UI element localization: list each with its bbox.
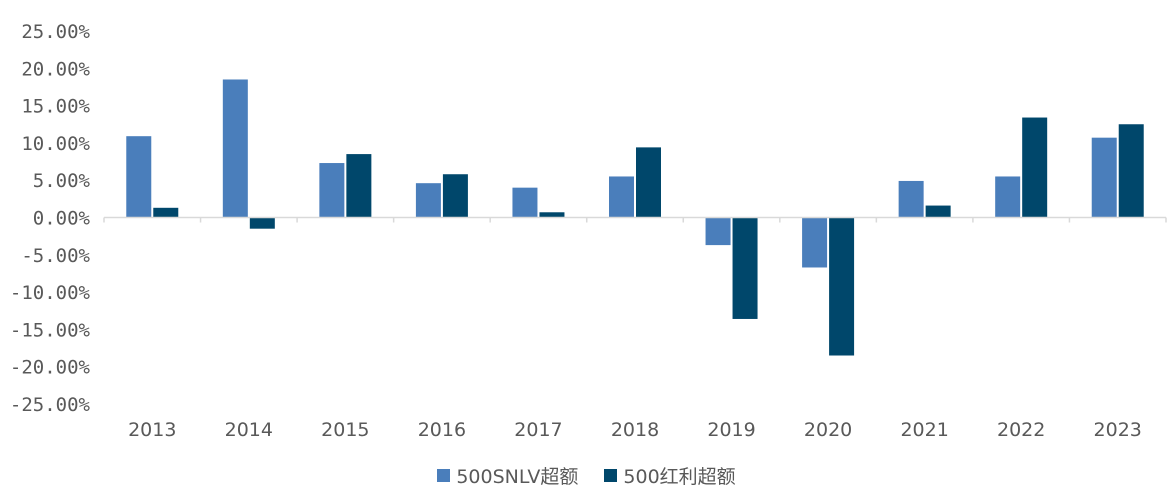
bar-series-2-2021 xyxy=(925,205,951,218)
x-tick-label: 2021 xyxy=(900,419,948,441)
y-tick-label: -15.00% xyxy=(10,319,91,341)
bar-series-2-2019 xyxy=(732,217,758,319)
bar-series-1-2016 xyxy=(415,183,441,218)
bar-series-2-2013 xyxy=(153,207,179,218)
chart-legend: 500SNLV超额 500红利超额 xyxy=(0,462,1173,489)
y-tick-label: -5.00% xyxy=(21,245,90,267)
bar-series-1-2014 xyxy=(222,79,248,218)
x-tick-label: 2020 xyxy=(804,419,852,441)
x-tick-label: 2015 xyxy=(321,419,369,441)
bar-series-1-2015 xyxy=(319,163,345,218)
x-tick-label: 2013 xyxy=(128,419,176,441)
bar-series-1-2017 xyxy=(512,187,538,218)
bar-series-1-2021 xyxy=(898,180,924,218)
legend-label-series-2: 500红利超额 xyxy=(623,466,736,488)
bar-series-2-2018 xyxy=(636,147,661,218)
x-tick-label: 2014 xyxy=(225,419,273,441)
bar-series-2-2016 xyxy=(442,174,468,218)
bar-series-1-2019 xyxy=(705,217,731,246)
x-tick-label: 2022 xyxy=(997,419,1045,441)
y-tick-label: 20.00% xyxy=(21,58,90,80)
bar-series-1-2023 xyxy=(1091,137,1117,218)
x-tick-label: 2017 xyxy=(514,419,562,441)
y-tick-label: -10.00% xyxy=(10,282,91,304)
legend-swatch-series-2 xyxy=(604,469,618,482)
y-tick-label: 0.00% xyxy=(33,208,91,230)
x-tick-label: 2023 xyxy=(1094,419,1142,441)
y-tick-label: 15.00% xyxy=(21,96,90,118)
bar-series-2-2020 xyxy=(829,217,855,356)
bar-series-2-2022 xyxy=(1022,117,1048,218)
legend-swatch-series-1 xyxy=(437,469,451,482)
y-tick-label: -25.00% xyxy=(10,394,91,416)
bar-series-2-2017 xyxy=(539,212,565,218)
bar-series-2-2015 xyxy=(346,154,372,218)
x-tick-label: 2016 xyxy=(418,419,466,441)
legend-item-series-2: 500红利超额 xyxy=(604,462,736,489)
legend-label-series-1: 500SNLV超额 xyxy=(456,466,579,488)
y-tick-label: 25.00% xyxy=(21,21,90,43)
x-tick-label: 2019 xyxy=(707,419,755,441)
bar-series-1-2013 xyxy=(126,136,152,218)
y-tick-label: 10.00% xyxy=(21,133,90,155)
y-tick-label: 5.00% xyxy=(33,170,91,192)
legend-item-series-1: 500SNLV超额 xyxy=(437,462,578,489)
y-tick-label: -20.00% xyxy=(10,357,91,379)
x-tick-label: 2018 xyxy=(611,419,659,441)
bar-series-1-2020 xyxy=(802,217,828,268)
bar-series-1-2022 xyxy=(995,176,1021,218)
bar-series-1-2018 xyxy=(609,176,634,218)
bar-series-2-2023 xyxy=(1118,124,1144,218)
bar-series-2-2014 xyxy=(249,217,275,229)
